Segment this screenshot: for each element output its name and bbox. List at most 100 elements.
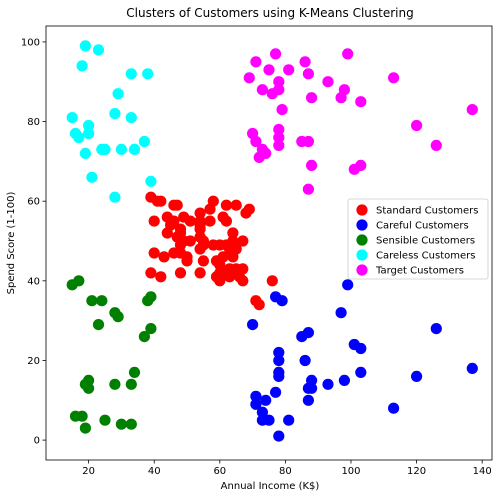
x-tick-label: 60 (213, 466, 226, 477)
data-point (207, 195, 219, 207)
data-point (214, 275, 226, 287)
data-point (125, 378, 137, 390)
data-point (342, 48, 354, 60)
legend-marker (356, 204, 368, 216)
data-point (79, 422, 91, 434)
legend-marker (356, 234, 368, 246)
data-point (155, 195, 167, 207)
y-tick-label: 40 (27, 276, 40, 287)
data-point (145, 267, 157, 279)
data-point (174, 223, 187, 235)
data-point (128, 143, 141, 155)
data-point (283, 64, 295, 76)
data-point (273, 346, 285, 359)
data-point (302, 183, 314, 195)
data-point (335, 307, 347, 319)
data-point (145, 323, 157, 335)
data-point (181, 251, 193, 263)
data-point (112, 88, 124, 100)
data-point (306, 382, 318, 394)
data-point (66, 112, 78, 124)
data-point (466, 362, 478, 374)
y-tick-label: 80 (27, 117, 40, 128)
y-tick-label: 100 (21, 37, 40, 48)
data-point (224, 271, 236, 283)
legend-label: Standard Customers (376, 206, 478, 217)
data-point (250, 398, 262, 410)
data-point (184, 215, 196, 227)
data-point (302, 68, 314, 80)
legend-box (347, 198, 489, 280)
data-point (256, 406, 268, 418)
x-tick-label: 20 (82, 466, 95, 477)
data-point (99, 143, 111, 155)
data-point (79, 147, 91, 159)
data-point (322, 76, 334, 88)
data-point (388, 402, 400, 414)
data-point (355, 366, 367, 378)
data-point (276, 104, 288, 116)
data-point (322, 378, 334, 390)
data-point (204, 215, 216, 227)
x-tick-label: 40 (148, 466, 161, 477)
y-axis-label: Spend Score (1-100) (6, 192, 17, 295)
data-point (302, 327, 314, 339)
data-point (237, 263, 249, 275)
data-point (79, 40, 91, 52)
y-tick-label: 60 (27, 197, 40, 208)
data-point (253, 299, 265, 311)
data-point (83, 382, 95, 394)
data-point (466, 104, 478, 116)
data-point (276, 295, 288, 307)
data-point (220, 215, 232, 227)
legend-label: Careless Customers (376, 251, 475, 262)
x-axis-label: Annual Income (K$) (221, 481, 320, 492)
data-point (250, 56, 262, 68)
data-point (194, 267, 206, 279)
data-point (220, 199, 232, 211)
data-point (411, 119, 423, 132)
series-0 (145, 191, 278, 311)
data-point (355, 96, 367, 108)
y-tick-label: 20 (27, 356, 40, 367)
data-point (109, 108, 121, 120)
data-point (273, 123, 285, 136)
data-point (306, 92, 318, 104)
data-point (355, 342, 367, 355)
y-axis: 0 20 40 60 80 100 (21, 37, 46, 447)
plot-area (45, 25, 493, 461)
data-point (86, 295, 98, 307)
data-point (92, 44, 105, 56)
data-point (263, 64, 275, 76)
data-point (273, 354, 285, 367)
legend-label: Sensible Customers (376, 236, 475, 247)
legend-marker (356, 249, 368, 261)
data-point (355, 159, 367, 171)
data-point (430, 139, 442, 151)
data-point (115, 418, 127, 430)
plot-frame (45, 25, 493, 461)
data-point (109, 191, 121, 203)
data-point (96, 295, 108, 307)
data-point (171, 199, 183, 211)
data-point (194, 207, 206, 219)
data-point (299, 354, 311, 367)
data-point (76, 60, 88, 72)
data-point (263, 414, 275, 426)
data-point (260, 147, 272, 159)
data-point (168, 215, 180, 227)
data-point (306, 374, 318, 386)
data-point (302, 135, 314, 148)
data-point (83, 127, 95, 140)
data-point (138, 135, 150, 148)
data-point (148, 247, 160, 259)
data-point (99, 414, 111, 426)
data-point (299, 56, 311, 68)
data-point (270, 48, 282, 60)
data-point (270, 386, 282, 398)
data-point (125, 418, 137, 430)
series-4 (243, 48, 478, 195)
legend-label: Careful Customers (376, 221, 469, 232)
data-point (237, 235, 249, 247)
x-tick-label: 100 (341, 466, 360, 477)
